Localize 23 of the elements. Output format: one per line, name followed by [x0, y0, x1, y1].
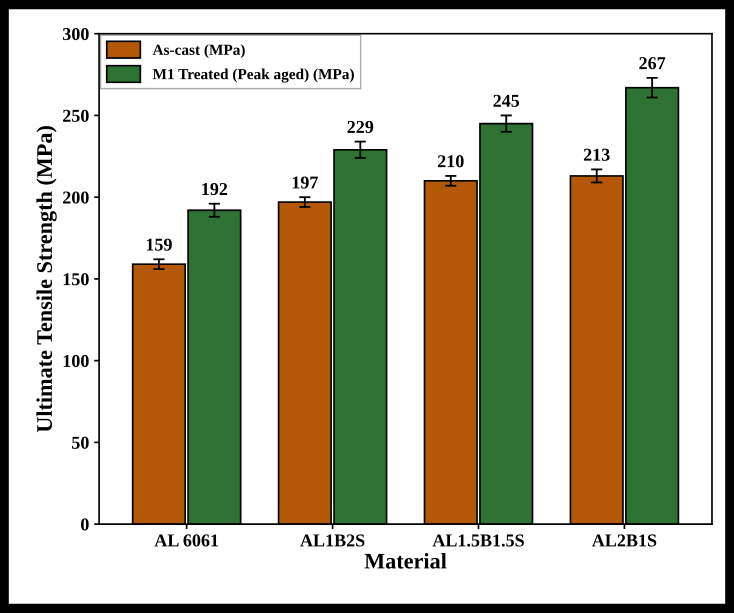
x-tick-label: AL1.5B1.5S: [432, 534, 524, 547]
y-tick-label: 50: [72, 436, 89, 449]
y-tick-label: 0: [81, 518, 89, 531]
y-tick-label: 150: [64, 273, 89, 286]
y-tick-label: 250: [63, 110, 89, 122]
data-label: 197: [292, 176, 318, 189]
x-axis-title: Material: [364, 552, 446, 569]
x-tick-label: AL 6061: [154, 534, 218, 547]
data-label: 245: [493, 94, 520, 107]
data-label: 213: [584, 148, 610, 161]
data-label: 192: [202, 183, 228, 196]
data-label: 267: [639, 57, 666, 70]
y-tick-label: 100: [64, 354, 89, 368]
data-label: 229: [348, 120, 374, 134]
data-label: 210: [438, 155, 464, 168]
legend-label: As-cast (MPa): [152, 44, 245, 58]
data-label: 159: [146, 238, 172, 251]
y-tick-label: 200: [63, 191, 89, 204]
x-tick-label: AL2B1S: [592, 534, 656, 547]
y-tick-label: 300: [62, 28, 89, 40]
legend-label: M1 Treated (Peak aged) (MPa): [152, 68, 354, 83]
y-axis-title: Ultimate Tensile Strength (MPa): [36, 126, 57, 432]
x-tick-label: AL1B2S: [300, 534, 364, 547]
